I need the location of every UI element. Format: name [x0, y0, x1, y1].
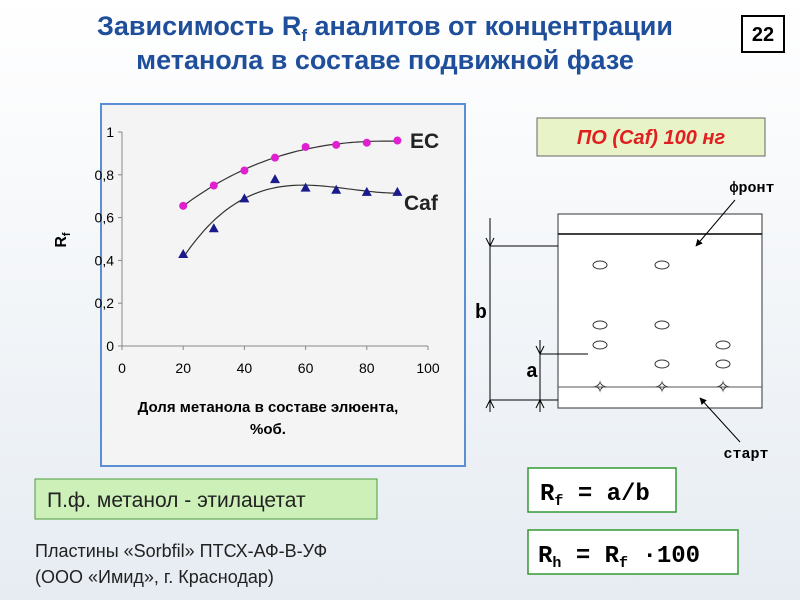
title-part: аналитов от концентрации — [307, 11, 673, 41]
spot — [715, 340, 731, 350]
a-label: a — [526, 361, 538, 384]
x-tick-label: 20 — [175, 360, 191, 376]
trend-line — [182, 184, 398, 258]
chart: 0 0,2 0,4 0,6 0,8 1 0 20 40 60 80 100 Rf Доля метанол… — [53, 124, 440, 438]
y-label-sub: f — [61, 232, 73, 236]
formula-part: ·100 — [628, 543, 700, 570]
spot — [592, 340, 608, 350]
y-tick-label: 0,8 — [95, 167, 115, 183]
marker — [392, 186, 403, 196]
formula-sub: h — [552, 555, 561, 572]
marker — [361, 186, 372, 196]
title: Зависимость Rf аналитов от концентрации — [97, 11, 673, 45]
plates-line: Пластины «Sorbfil» ПТСХ-АФ-В-УФ — [35, 541, 327, 561]
spot — [654, 320, 670, 330]
spot — [654, 260, 670, 270]
formula-part: = R — [561, 543, 619, 570]
start-arrow — [699, 397, 741, 443]
marker — [240, 166, 249, 175]
title-sub: f — [301, 26, 307, 45]
spot — [654, 359, 670, 369]
x-tick-label: 40 — [237, 360, 253, 376]
spot — [592, 260, 608, 270]
marker — [179, 201, 188, 210]
start-label: старт — [723, 446, 768, 463]
series-label: EC — [410, 130, 439, 153]
mobile-phase: П.ф. метанол - этилацетат — [47, 489, 306, 512]
front-arrow — [695, 199, 736, 247]
marker — [300, 182, 311, 192]
start-point: ✧ — [715, 377, 730, 397]
spot — [715, 359, 731, 369]
marker — [331, 184, 342, 194]
marker — [362, 138, 371, 147]
formula-sub: f — [619, 555, 628, 572]
marker — [270, 174, 280, 184]
mobile-phase-box — [34, 478, 378, 520]
x-tick-label: 100 — [416, 360, 440, 376]
dimension-arrows — [485, 237, 545, 409]
title-line: метанола в составе подвижной фазе — [136, 45, 634, 75]
x-axis-label: %об. — [250, 421, 286, 438]
marker — [332, 140, 341, 149]
b-label: b — [475, 302, 487, 325]
plate — [557, 213, 763, 409]
formula-part: R — [538, 543, 553, 570]
y-tick-label: 0,6 — [95, 210, 115, 226]
formula1: Rf = a/b — [540, 481, 650, 510]
formula1-box — [527, 467, 677, 513]
plate-diagram: ✧ ✧ ✧ b a фронт старт — [475, 180, 775, 463]
spot — [592, 320, 608, 330]
sample-label: ПО (Caf) 100 нг — [577, 127, 726, 149]
formula2-box — [527, 529, 739, 575]
page-number-box — [741, 15, 785, 53]
marker — [393, 136, 402, 145]
chart-frame — [100, 103, 466, 467]
y-tick-label: 0 — [106, 338, 114, 354]
x-tick-label: 0 — [118, 360, 126, 376]
x-tick-label: 60 — [298, 360, 314, 376]
marker — [209, 181, 218, 190]
start-point: ✧ — [654, 377, 669, 397]
title-part: Зависимость R — [97, 11, 301, 41]
marker — [239, 193, 250, 203]
series-label: Caf — [404, 192, 439, 215]
trend-line — [182, 140, 398, 207]
y-tick-label: 0,2 — [95, 295, 115, 311]
y-tick-label: 1 — [106, 124, 114, 140]
marker — [301, 142, 310, 151]
formula2: Rh = Rf ·100 — [538, 543, 700, 572]
marker — [178, 248, 189, 258]
marker — [208, 223, 219, 233]
x-axis-label: Доля метанола в составе элюента, — [138, 399, 399, 416]
y-tick-label: 0,4 — [95, 252, 115, 268]
y-axis-label: Rf — [53, 232, 73, 248]
x-tick-label: 80 — [359, 360, 375, 376]
formula-sub: f — [554, 493, 563, 510]
formula-part: R — [540, 481, 555, 508]
front-label: фронт — [729, 180, 774, 197]
marker — [271, 153, 279, 162]
start-point: ✧ — [592, 377, 607, 397]
formula-part: = a/b — [563, 481, 649, 508]
page-number: 22 — [752, 24, 774, 46]
sample-box — [536, 117, 766, 157]
plates-line: (ООО «Имид», г. Краснодар) — [35, 567, 274, 587]
y-label-main: R — [53, 236, 70, 248]
